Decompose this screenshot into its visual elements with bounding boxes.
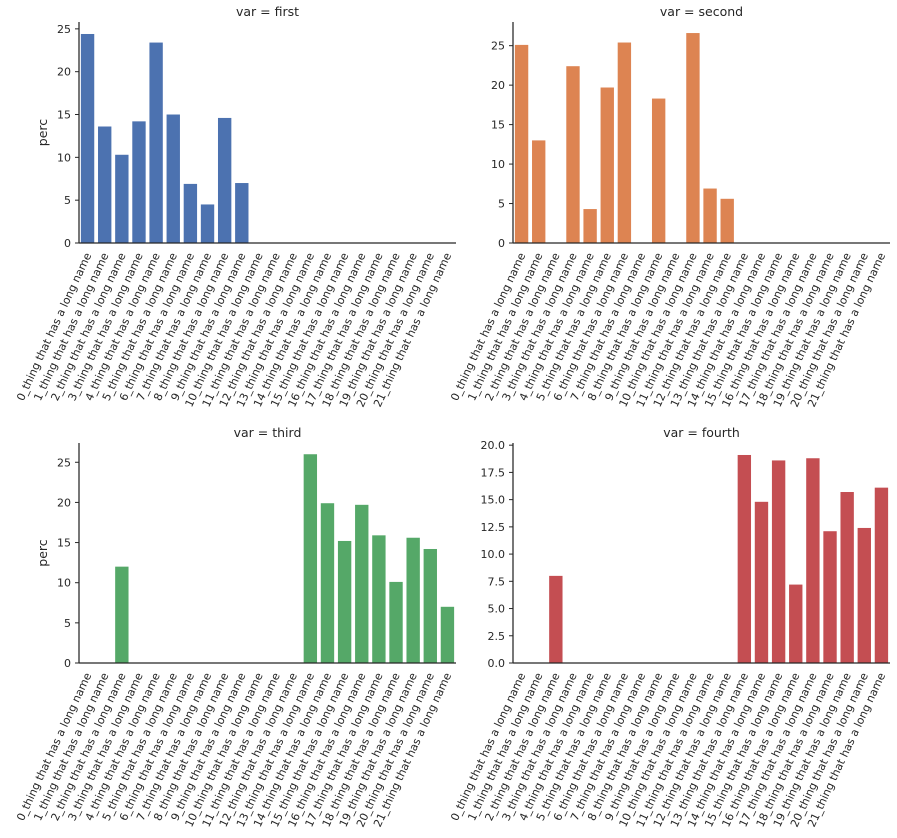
- bar-4-21: [874, 487, 889, 663]
- bar-2-12: [720, 198, 734, 243]
- bar-3-19: [406, 537, 420, 663]
- y-tick-label: 20: [57, 66, 71, 79]
- bar-4-20: [857, 527, 871, 663]
- bar-3-18: [389, 581, 403, 663]
- bar-1-2: [115, 154, 129, 243]
- bar-4-13: [737, 454, 752, 663]
- y-tick-label: 0: [498, 237, 505, 250]
- y-tick-label: 15.0: [481, 494, 506, 507]
- bar-2-6: [617, 42, 632, 243]
- bar-4-18: [823, 531, 837, 663]
- y-tick-label: 7.5: [488, 575, 506, 588]
- bar-3-20: [423, 548, 437, 663]
- bar-1-4: [149, 42, 163, 244]
- bar-4-19: [840, 492, 854, 663]
- panel-title: var = fourth: [663, 425, 740, 440]
- bar-1-7: [200, 204, 215, 243]
- y-tick-label: 15: [57, 537, 71, 550]
- bar-3-17: [372, 535, 386, 663]
- y-tick-label: 20: [57, 496, 71, 509]
- bar-1-1: [98, 126, 112, 243]
- y-tick-label: 0: [64, 237, 71, 250]
- y-tick-label: 20.0: [481, 439, 506, 452]
- panel-title: var = second: [660, 4, 743, 19]
- panel-title: var = third: [234, 425, 302, 440]
- bar-4-15: [771, 460, 786, 663]
- bar-1-8: [217, 117, 232, 243]
- y-tick-label: 5: [64, 617, 71, 630]
- bar-2-4: [583, 209, 597, 243]
- y-tick-label: 5: [64, 194, 71, 207]
- y-tick-label: 10: [57, 577, 71, 590]
- bar-3-13: [303, 454, 318, 663]
- bar-1-6: [183, 183, 198, 243]
- bar-1-9: [235, 183, 249, 243]
- y-tick-label: 0: [64, 657, 71, 670]
- bar-2-1: [532, 140, 546, 243]
- y-axis-label: perc: [35, 539, 50, 566]
- bar-3-14: [320, 503, 335, 663]
- y-tick-label: 17.5: [481, 466, 506, 479]
- bar-4-2: [549, 575, 563, 663]
- bar-1-0: [80, 33, 95, 243]
- y-axis-label: perc: [35, 119, 50, 146]
- y-tick-label: 25: [57, 456, 71, 469]
- bar-3-21: [440, 606, 455, 663]
- bar-1-3: [132, 121, 146, 243]
- y-tick-label: 5: [498, 198, 505, 211]
- panel-title: var = first: [236, 4, 299, 19]
- bar-4-16: [789, 584, 803, 663]
- bar-2-5: [600, 87, 614, 243]
- y-tick-label: 15: [57, 109, 71, 122]
- bar-4-14: [754, 501, 769, 663]
- y-tick-label: 15: [491, 119, 505, 132]
- y-tick-label: 0.0: [488, 657, 506, 670]
- y-tick-label: 12.5: [481, 521, 506, 534]
- y-tick-label: 20: [491, 79, 505, 92]
- y-tick-label: 25: [491, 40, 505, 53]
- facet-panel-4: 0.02.55.07.510.012.515.017.520.00_thing …: [448, 425, 890, 829]
- y-tick-label: 10.0: [481, 548, 506, 561]
- bar-3-15: [337, 540, 352, 663]
- bar-3-16: [355, 504, 369, 663]
- bar-1-5: [166, 114, 180, 243]
- y-tick-label: 10: [57, 151, 71, 164]
- bar-2-8: [651, 98, 666, 243]
- y-tick-label: 2.5: [488, 630, 506, 643]
- y-tick-label: 5.0: [488, 603, 506, 616]
- y-tick-label: 25: [57, 23, 71, 36]
- bar-2-3: [566, 66, 580, 243]
- bar-2-0: [514, 44, 529, 243]
- bar-2-10: [686, 33, 700, 243]
- y-tick-label: 10: [491, 158, 505, 171]
- bar-2-11: [703, 188, 717, 243]
- bar-4-17: [806, 458, 820, 663]
- bar-3-2: [115, 566, 129, 663]
